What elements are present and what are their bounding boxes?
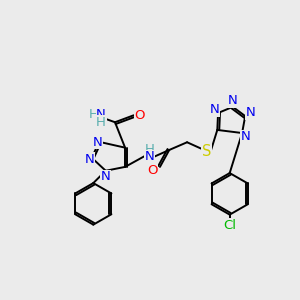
Text: N: N [241, 130, 251, 143]
Text: O: O [147, 164, 158, 177]
Text: N: N [92, 136, 102, 149]
Text: H: H [89, 108, 99, 121]
Text: N: N [228, 94, 238, 107]
Text: O: O [135, 109, 145, 122]
Text: S: S [202, 144, 211, 159]
Text: H: H [145, 143, 155, 157]
Text: N: N [101, 170, 111, 183]
Text: N: N [246, 106, 256, 119]
Text: Cl: Cl [223, 219, 236, 232]
Text: N: N [96, 108, 106, 121]
Text: N: N [145, 150, 155, 164]
Text: N: N [209, 103, 219, 116]
Text: N: N [85, 153, 94, 166]
Text: H: H [96, 116, 106, 129]
